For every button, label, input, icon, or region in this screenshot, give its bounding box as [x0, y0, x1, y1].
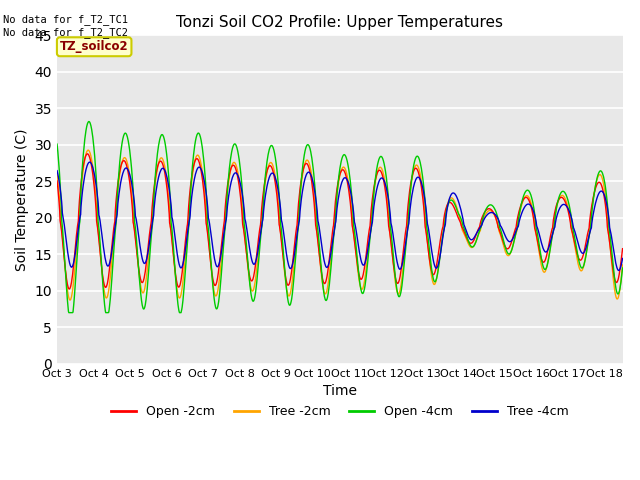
- Open -4cm: [217, 276, 225, 281]
- Tree -4cm: [155, 173, 163, 179]
- Tree -2cm: [53, 171, 61, 177]
- Tree -4cm: [53, 168, 61, 174]
- Open -4cm: [619, 265, 627, 271]
- Open -2cm: [84, 151, 92, 157]
- Tree -4cm: [166, 190, 173, 195]
- Open -4cm: [482, 207, 490, 213]
- Tree -4cm: [268, 170, 276, 176]
- Tree -4cm: [217, 254, 225, 260]
- Tree -4cm: [615, 267, 623, 273]
- Tree -4cm: [544, 247, 552, 252]
- Tree -2cm: [619, 262, 627, 268]
- Y-axis label: Soil Temperature (C): Soil Temperature (C): [15, 128, 29, 271]
- Tree -4cm: [619, 255, 627, 261]
- X-axis label: Time: Time: [323, 384, 357, 398]
- Text: TZ_soilco2: TZ_soilco2: [60, 40, 129, 53]
- Open -2cm: [166, 222, 174, 228]
- Open -4cm: [268, 143, 276, 149]
- Open -2cm: [65, 286, 73, 292]
- Open -2cm: [545, 244, 552, 250]
- Tree -4cm: [481, 215, 489, 220]
- Tree -2cm: [66, 297, 74, 303]
- Open -4cm: [65, 310, 73, 315]
- Open -4cm: [53, 141, 61, 147]
- Tree -2cm: [166, 214, 174, 220]
- Title: Tonzi Soil CO2 Profile: Upper Temperatures: Tonzi Soil CO2 Profile: Upper Temperatur…: [176, 15, 503, 30]
- Line: Open -2cm: Open -2cm: [57, 154, 623, 289]
- Tree -2cm: [156, 157, 163, 163]
- Tree -2cm: [84, 147, 92, 153]
- Text: No data for f_T2_TC1
No data for f_T2_TC2: No data for f_T2_TC1 No data for f_T2_TC…: [3, 14, 128, 38]
- Open -2cm: [619, 246, 627, 252]
- Line: Tree -2cm: Tree -2cm: [57, 150, 623, 300]
- Open -2cm: [53, 178, 61, 184]
- Tree -2cm: [268, 161, 276, 167]
- Tree -4cm: [86, 159, 93, 165]
- Open -2cm: [156, 159, 163, 165]
- Open -2cm: [217, 246, 225, 252]
- Tree -2cm: [482, 211, 490, 217]
- Open -4cm: [545, 257, 552, 263]
- Line: Tree -4cm: Tree -4cm: [57, 162, 623, 270]
- Tree -2cm: [217, 261, 225, 267]
- Tree -2cm: [545, 256, 552, 262]
- Legend: Open -2cm, Tree -2cm, Open -4cm, Tree -4cm: Open -2cm, Tree -2cm, Open -4cm, Tree -4…: [106, 400, 573, 423]
- Open -4cm: [156, 138, 163, 144]
- Line: Open -4cm: Open -4cm: [57, 121, 623, 312]
- Open -2cm: [482, 208, 490, 214]
- Open -4cm: [166, 192, 174, 198]
- Open -2cm: [268, 166, 276, 172]
- Open -4cm: [85, 119, 93, 124]
